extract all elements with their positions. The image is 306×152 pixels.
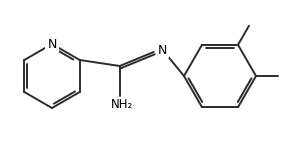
Text: N: N <box>47 38 57 50</box>
Text: NH₂: NH₂ <box>110 98 133 111</box>
Text: N: N <box>158 43 167 57</box>
